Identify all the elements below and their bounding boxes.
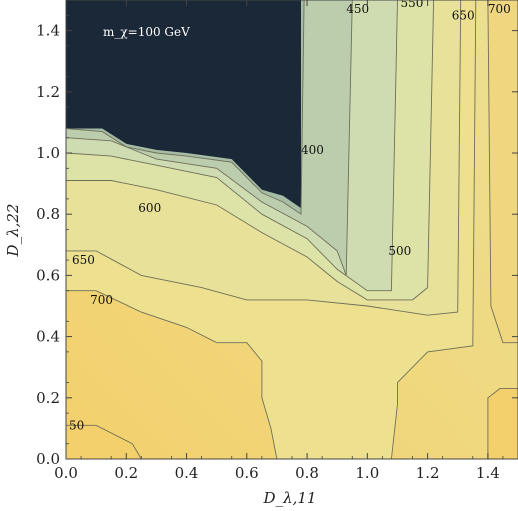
x-tick-label-6: 1.2 <box>416 464 440 482</box>
y-tick-label-0: 0.0 <box>36 450 60 468</box>
x-tick-label-1: 0.2 <box>114 464 138 482</box>
contour-label-2: 500 <box>388 244 411 258</box>
contour-label-5: 650 <box>72 253 95 267</box>
x-tick-label-5: 1.0 <box>355 464 379 482</box>
y-tick-label-1: 0.2 <box>36 389 60 407</box>
contour-label-7: 700 <box>90 293 113 307</box>
plot-area: 4004505005506006506507007007550 <box>66 0 518 459</box>
y-axis-label: D_λ,22 <box>4 204 22 258</box>
y-tick-label-3: 0.6 <box>36 266 60 284</box>
contour-label-3: 550 <box>401 0 424 10</box>
band-700-750-right <box>488 0 518 343</box>
x-tick-label-3: 0.6 <box>235 464 259 482</box>
contour-label-6: 650 <box>452 8 475 22</box>
band-750-bottom-right <box>488 389 518 459</box>
annotation-mass: m_χ=100 GeV <box>103 25 190 39</box>
y-tick-label-6: 1.2 <box>36 83 60 101</box>
contour-label-10: 50 <box>69 418 84 432</box>
x-tick-label-7: 1.4 <box>476 464 500 482</box>
contour-label-8: 700 <box>488 2 511 16</box>
x-axis-label: D_λ,11 <box>263 489 317 507</box>
y-tick-label-2: 0.4 <box>36 328 60 346</box>
contour-label-4: 600 <box>138 201 161 215</box>
x-tick-label-4: 0.8 <box>295 464 319 482</box>
x-tick-label-2: 0.4 <box>175 464 199 482</box>
y-tick-label-4: 0.8 <box>36 205 60 223</box>
y-tick-label-5: 1.0 <box>36 144 60 162</box>
contour-label-0: 400 <box>301 143 324 157</box>
contour-label-1: 450 <box>346 2 369 16</box>
y-tick-label-7: 1.4 <box>36 22 60 40</box>
